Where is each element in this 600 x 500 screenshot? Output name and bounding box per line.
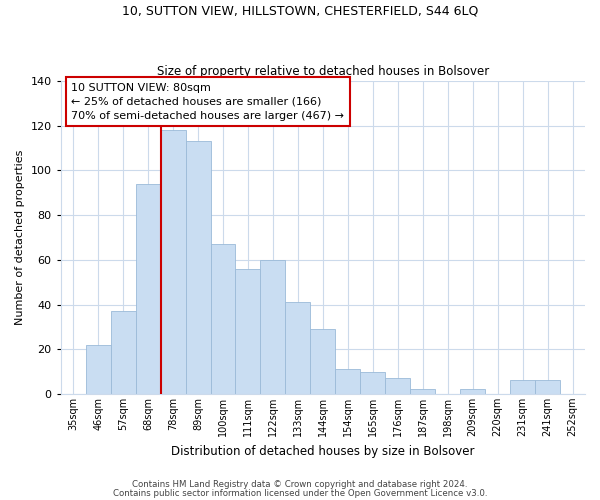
Bar xyxy=(335,370,361,394)
Bar xyxy=(535,380,560,394)
Bar xyxy=(161,130,185,394)
X-axis label: Distribution of detached houses by size in Bolsover: Distribution of detached houses by size … xyxy=(171,444,475,458)
Bar xyxy=(410,390,435,394)
Bar xyxy=(310,329,335,394)
Bar xyxy=(361,372,385,394)
Bar xyxy=(110,311,136,394)
Bar xyxy=(260,260,286,394)
Text: 10, SUTTON VIEW, HILLSTOWN, CHESTERFIELD, S44 6LQ: 10, SUTTON VIEW, HILLSTOWN, CHESTERFIELD… xyxy=(122,5,478,18)
Bar xyxy=(136,184,161,394)
Bar xyxy=(211,244,235,394)
Text: 10 SUTTON VIEW: 80sqm
← 25% of detached houses are smaller (166)
70% of semi-det: 10 SUTTON VIEW: 80sqm ← 25% of detached … xyxy=(71,82,344,120)
Text: Contains public sector information licensed under the Open Government Licence v3: Contains public sector information licen… xyxy=(113,488,487,498)
Bar xyxy=(185,142,211,394)
Title: Size of property relative to detached houses in Bolsover: Size of property relative to detached ho… xyxy=(157,66,489,78)
Bar xyxy=(510,380,535,394)
Bar xyxy=(286,302,310,394)
Bar xyxy=(235,269,260,394)
Bar xyxy=(385,378,410,394)
Bar xyxy=(86,344,110,394)
Bar xyxy=(460,390,485,394)
Text: Contains HM Land Registry data © Crown copyright and database right 2024.: Contains HM Land Registry data © Crown c… xyxy=(132,480,468,489)
Y-axis label: Number of detached properties: Number of detached properties xyxy=(15,150,25,325)
